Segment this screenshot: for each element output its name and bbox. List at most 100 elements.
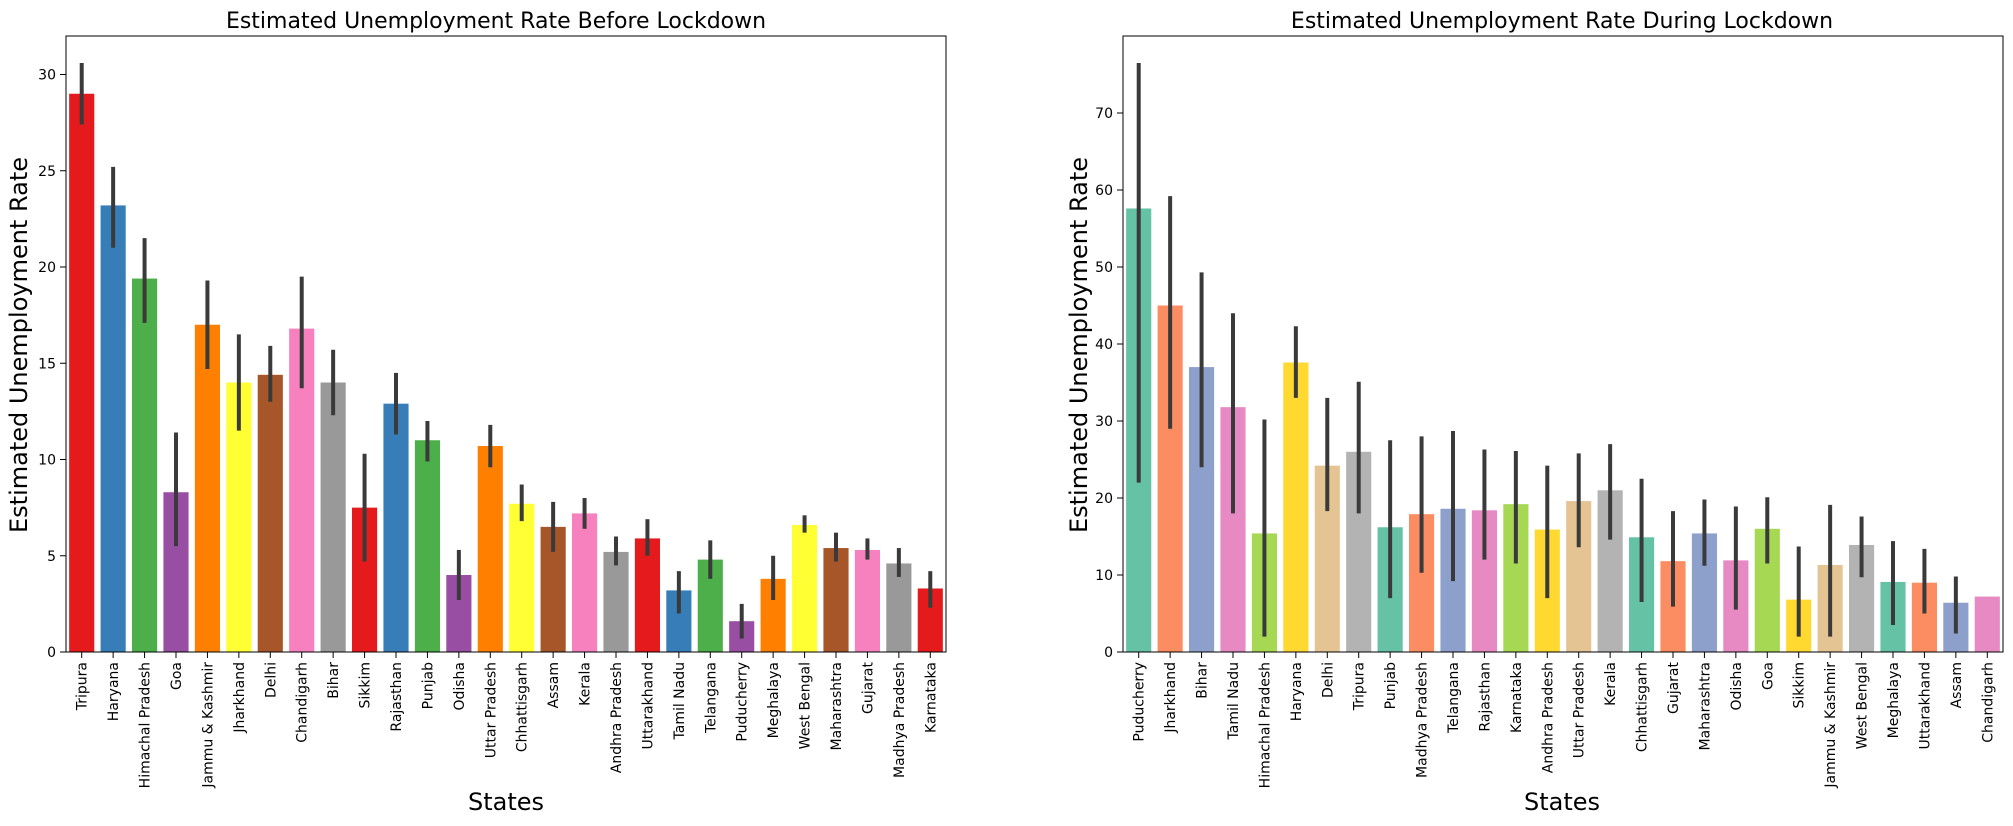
x-tick-label-tripura: Tripura: [75, 662, 91, 711]
x-tick-label-kerala: Kerala: [1603, 662, 1619, 706]
y-ticks: 0 10 20 30 40 50 60 70: [1095, 106, 1123, 661]
x-tick-label-goa: Goa: [169, 662, 185, 690]
chart-title: Estimated Unemployment Rate During Lockd…: [1291, 9, 1833, 34]
y-tick-label: 10: [1095, 568, 1113, 584]
x-tick-label-sikkim: Sikkim: [1792, 662, 1808, 709]
x-tick-label-uttarakhand: Uttarakhand: [640, 662, 656, 749]
x-tick-label-madhya-pradesh: Madhya Pradesh: [892, 662, 908, 778]
x-tick-label-uttar-pradesh: Uttar Pradesh: [483, 662, 499, 758]
bar-himachal-pradesh: [132, 278, 158, 652]
x-ticks: Tripura Haryana Himachal Pradesh Goa Jammu &…: [75, 652, 939, 789]
x-tick-label-meghalaya: Meghalaya: [1886, 662, 1902, 738]
x-tick-label-odisha: Odisha: [1729, 662, 1745, 711]
bar-west-bengal: [792, 524, 818, 652]
x-tick-label-puducherry: Puducherry: [1132, 662, 1148, 742]
y-tick-label: 0: [47, 645, 56, 661]
bar-bihar: [320, 382, 346, 652]
y-ticks: 0 5 10 15 20 25 30: [38, 68, 66, 661]
x-tick-label-madhya-pradesh: Madhya Pradesh: [1415, 662, 1431, 778]
y-tick-label: 30: [1095, 414, 1113, 430]
bar-delhi: [257, 374, 283, 652]
bar-rajasthan: [383, 403, 409, 652]
x-tick-label-goa: Goa: [1760, 662, 1776, 690]
y-tick-label: 50: [1095, 260, 1113, 276]
x-tick-label-gujarat: Gujarat: [860, 661, 876, 714]
y-tick-label: 70: [1095, 106, 1113, 122]
bar-haryana: [100, 205, 126, 652]
x-tick-label-bihar: Bihar: [326, 662, 342, 699]
x-tick-label-kerala: Kerala: [578, 662, 594, 706]
bar-haryana: [1283, 362, 1309, 652]
plot-frame: [1122, 35, 2004, 653]
x-tick-label-meghalaya: Meghalaya: [766, 662, 782, 738]
x-tick-label-maharashtra: Maharashtra: [1697, 662, 1713, 750]
y-tick-label: 15: [38, 356, 56, 372]
y-tick-label: 10: [38, 453, 56, 469]
bar-andhra-pradesh: [603, 551, 629, 652]
x-tick-label-assam: Assam: [546, 662, 562, 708]
y-tick-label: 20: [1095, 491, 1113, 507]
x-tick-label-puducherry: Puducherry: [735, 662, 751, 742]
error-bars: [79, 62, 933, 639]
bar-tripura: [69, 93, 95, 652]
x-tick-label-andhra-pradesh: Andhra Pradesh: [609, 662, 625, 773]
x-tick-label-tripura: Tripura: [1352, 662, 1368, 711]
bar-punjab: [414, 440, 440, 652]
x-tick-label-andhra-pradesh: Andhra Pradesh: [1540, 662, 1556, 773]
x-tick-label-karnataka: Karnataka: [923, 662, 939, 733]
x-tick-label-west-bengal: West Bengal: [1855, 662, 1871, 749]
bar-uttarakhand: [634, 538, 660, 652]
x-tick-label-chandigarh: Chandigarh: [1980, 662, 1996, 743]
bar-chhattisgarh: [509, 503, 535, 652]
bar-uttar-pradesh: [477, 446, 503, 652]
bar-kerala: [572, 513, 598, 652]
x-tick-label-odisha: Odisha: [452, 662, 468, 711]
chart-before-lockdown: Estimated Unemployment Rate Before Lockd…: [5, 9, 947, 816]
x-tick-label-punjab: Punjab: [420, 662, 436, 709]
x-tick-label-west-bengal: West Bengal: [798, 662, 814, 749]
bar-jammu-and-kashmir: [194, 324, 220, 652]
x-ticks: Puducherry Jharkhand Bihar Tamil Nadu Himach…: [1132, 652, 1996, 789]
x-tick-label-delhi: Delhi: [263, 662, 279, 698]
x-tick-label-rajasthan: Rajasthan: [1477, 662, 1493, 732]
x-tick-label-sikkim: Sikkim: [358, 662, 374, 709]
x-tick-label-bihar: Bihar: [1195, 662, 1211, 699]
x-tick-label-haryana: Haryana: [106, 662, 122, 721]
plot-frame: [65, 35, 947, 653]
x-tick-label-gujarat: Gujarat: [1666, 661, 1682, 714]
x-tick-label-maharashtra: Maharashtra: [829, 662, 845, 750]
x-tick-label-punjab: Punjab: [1383, 662, 1399, 709]
chart-during-lockdown: Estimated Unemployment Rate During Lockd…: [1065, 9, 2004, 816]
bars: [1126, 208, 2000, 653]
x-tick-label-tamil-nadu: Tamil Nadu: [1226, 662, 1242, 741]
x-tick-label-jammu-and-kashmir: Jammu & Kashmir: [200, 662, 216, 789]
x-tick-label-himachal-pradesh: Himachal Pradesh: [138, 662, 154, 788]
y-tick-label: 40: [1095, 337, 1113, 353]
y-tick-label: 30: [38, 68, 56, 84]
bar-gujarat: [854, 549, 880, 652]
y-tick-label: 5: [47, 549, 56, 565]
x-tick-label-haryana: Haryana: [1289, 662, 1305, 721]
x-tick-label-himachal-pradesh: Himachal Pradesh: [1257, 662, 1273, 788]
y-tick-label: 0: [1104, 645, 1113, 661]
chart-title: Estimated Unemployment Rate Before Lockd…: [226, 9, 766, 34]
bar-chandigarh: [1974, 596, 2000, 652]
x-tick-label-tamil-nadu: Tamil Nadu: [672, 662, 688, 741]
x-tick-label-chhattisgarh: Chhattisgarh: [1635, 662, 1651, 752]
y-tick-label: 20: [38, 260, 56, 276]
bar-madhya-pradesh: [886, 563, 912, 652]
x-tick-label-chhattisgarh: Chhattisgarh: [515, 662, 531, 752]
x-tick-label-karnataka: Karnataka: [1509, 662, 1525, 733]
bars: [69, 93, 943, 653]
x-tick-label-telangana: Telangana: [703, 662, 719, 734]
x-tick-label-rajasthan: Rajasthan: [389, 662, 405, 732]
x-tick-label-assam: Assam: [1949, 662, 1965, 708]
y-axis-label: Estimated Unemployment Rate: [1065, 157, 1093, 533]
x-axis-label: States: [468, 788, 544, 816]
error-bars: [1136, 62, 1958, 637]
x-tick-label-jharkhand: Jharkhand: [232, 662, 248, 734]
x-tick-label-delhi: Delhi: [1320, 662, 1336, 698]
x-tick-label-telangana: Telangana: [1446, 662, 1462, 734]
x-tick-label-uttar-pradesh: Uttar Pradesh: [1572, 662, 1588, 758]
